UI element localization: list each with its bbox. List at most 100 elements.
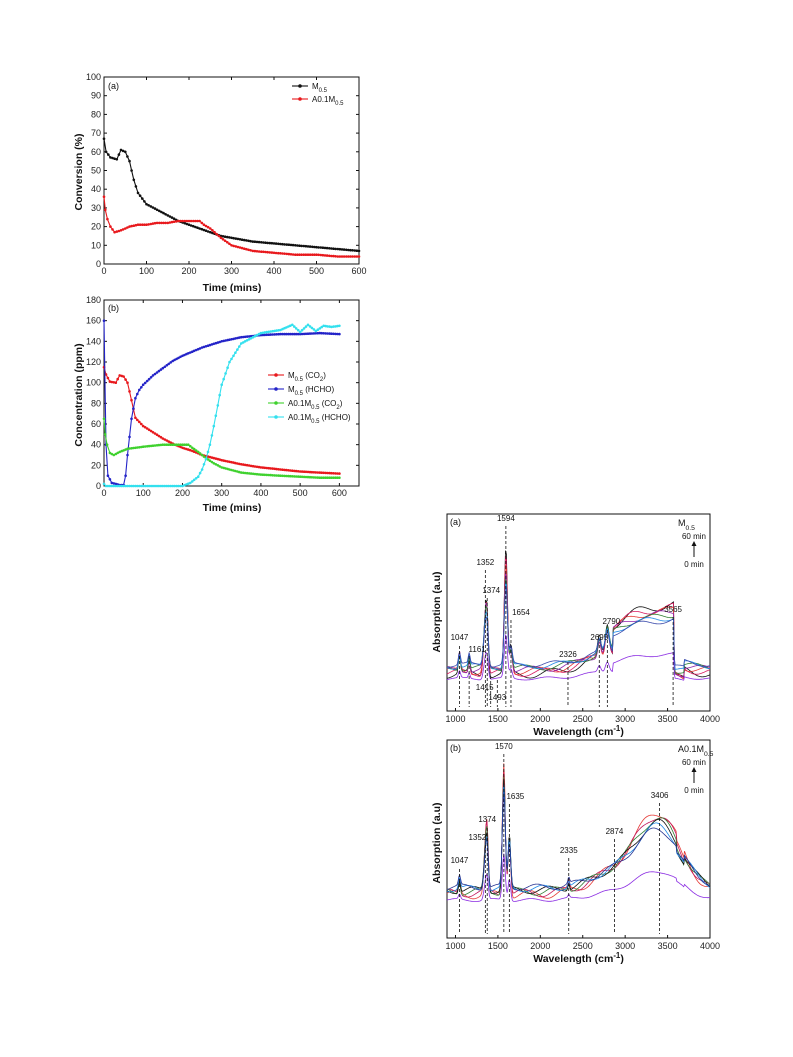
conv-series-1-point — [221, 238, 225, 241]
conc-series-1-point — [187, 352, 190, 355]
conc-series-3-point — [322, 324, 326, 328]
conc-series-0-point — [245, 463, 249, 467]
conv-series-0-point — [153, 207, 157, 210]
conc-xtick-label: 200 — [175, 488, 190, 498]
conv-series-1-point — [181, 219, 184, 223]
conv-series-0-point — [334, 247, 337, 251]
conc-series-1-point — [334, 332, 337, 336]
conc-series-3-point — [108, 484, 112, 488]
conc-series-0-point — [122, 375, 125, 378]
conv-series-0-point — [247, 239, 250, 243]
conc-series-1-point — [302, 332, 306, 336]
conc-series-1-point — [108, 478, 112, 481]
ir-a-spectrum-0 — [446, 550, 711, 679]
conv-series-1-point — [145, 223, 148, 226]
conc-series-0-point — [316, 471, 320, 474]
ir-b-peak-label: 1374 — [478, 815, 496, 824]
ir-b-xtick-label: 2500 — [573, 941, 593, 951]
conv-series-0-point — [113, 157, 116, 160]
ir-b-ylabel: Absorption (a.u) — [431, 802, 443, 883]
conc-series-3-point — [110, 484, 114, 488]
conv-xtick-label: 200 — [181, 266, 196, 276]
conc-series-2-point — [124, 448, 127, 451]
conc-series-1-point — [132, 407, 135, 410]
ir-b-sample-label: A0.1M0.5 — [678, 744, 714, 758]
conc-series-line-3 — [103, 324, 340, 487]
conv-series-1-point — [219, 236, 223, 240]
ir-a-peak-label: 1374 — [482, 586, 500, 595]
conc-series-1-point — [198, 347, 202, 350]
conc-series-2-point — [136, 446, 139, 449]
conc-series-3-point — [232, 354, 235, 358]
conc-series-1-point — [336, 332, 339, 336]
ir-a-peak-label: 2326 — [559, 650, 577, 659]
conc-series-3-point — [273, 329, 277, 333]
conc-series-1-point — [283, 332, 286, 336]
conc-series-3-point — [161, 484, 165, 488]
conc-series-1-point — [232, 337, 235, 341]
ir-a-peak-label: 1161 — [469, 645, 487, 654]
conv-series-0-point — [166, 214, 170, 217]
conv-series-0-point — [245, 239, 248, 242]
ir-b-time-bottom: 0 min — [684, 786, 704, 795]
conv-series-1-point — [226, 241, 229, 244]
conv-series-0-point — [134, 185, 138, 188]
conc-series-0-point — [285, 468, 288, 472]
conc-series-3-point — [196, 475, 200, 479]
ir-a-time-bottom: 0 min — [684, 560, 704, 569]
conv-ytick-label: 90 — [91, 91, 101, 101]
conc-series-1-point — [234, 337, 237, 340]
conc-series-0-point — [222, 459, 225, 462]
conc-series-1-point — [320, 331, 324, 335]
conv-ytick-label: 70 — [91, 128, 101, 138]
conc-series-2-point — [147, 444, 151, 448]
conc-series-3-point — [293, 325, 296, 328]
conc-series-2-point — [285, 474, 288, 478]
conc-series-3-point — [138, 484, 141, 488]
conc-series-2-point — [257, 473, 261, 476]
ir-b-spectrum-2 — [446, 776, 711, 896]
conc-series-0-point — [336, 472, 339, 475]
ir-a-peak-label: 1594 — [497, 514, 515, 523]
conc-series-3-point — [267, 330, 271, 334]
conc-series-2-point — [181, 443, 184, 447]
conc-series-3-point — [183, 483, 186, 487]
conc-xtick-label: 0 — [101, 488, 106, 498]
conc-series-2-point — [287, 474, 290, 478]
conc-series-0-point — [216, 457, 220, 461]
conc-series-1-point — [200, 346, 204, 349]
conv-series-1-point — [277, 251, 280, 255]
conc-series-0-point — [304, 470, 308, 474]
conv-series-0-point — [285, 243, 289, 246]
conc-series-1-point — [267, 333, 271, 337]
conc-series-1-point — [224, 339, 227, 342]
conc-series-1-point — [289, 332, 292, 336]
conv-ytick-label: 10 — [91, 240, 101, 250]
conv-ytick-label: 30 — [91, 203, 101, 213]
conv-series-1-point — [349, 255, 352, 258]
conc-series-3-point — [112, 484, 116, 488]
ir-b-spectrum-0 — [446, 763, 710, 900]
conv-series-1-point — [315, 253, 318, 256]
conv-series-0-point — [226, 235, 229, 239]
conv-series-0-point — [287, 243, 291, 246]
conv-series-0-point — [117, 153, 121, 156]
conv-series-1-point — [294, 253, 297, 256]
conc-series-2-point — [220, 466, 223, 469]
conc-series-0-point — [238, 462, 241, 466]
conc-series-2-point — [110, 452, 114, 456]
conc-series-1-point — [300, 332, 304, 336]
conc-series-1-point — [163, 365, 167, 369]
conc-series-1-point — [216, 341, 220, 344]
conc-series-2-point — [283, 474, 286, 478]
conc-series-0-point — [171, 442, 174, 445]
conc-series-3-point — [124, 484, 127, 488]
conc-series-2-point — [294, 475, 298, 478]
conv-series-0-point — [149, 205, 153, 208]
conv-series-1-point — [151, 222, 155, 225]
conc-series-0-point — [275, 467, 278, 471]
conv-series-1-point — [198, 219, 201, 223]
conc-series-3-point — [287, 325, 290, 328]
ir-a-ylabel: Absorption (a.u) — [431, 571, 443, 652]
conv-series-1-point — [196, 219, 199, 223]
